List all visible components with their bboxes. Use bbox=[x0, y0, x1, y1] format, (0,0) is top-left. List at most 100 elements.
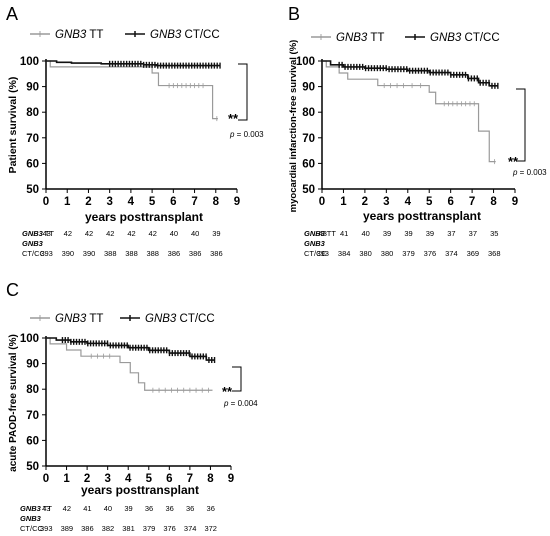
risk-tt-label: GNB3 TT bbox=[20, 504, 52, 513]
risk-ctcc-value: 369 bbox=[467, 249, 480, 258]
x-tick-label: 0 bbox=[319, 196, 325, 208]
risk-tt-value: 36 bbox=[145, 504, 153, 513]
series-ctcc-line bbox=[46, 60, 221, 67]
risk-tt-value: 36 bbox=[186, 504, 194, 513]
x-tick-label: 8 bbox=[213, 196, 220, 208]
risk-ctcc-value: 390 bbox=[62, 249, 75, 258]
risk-ctcc-label: CT/CC bbox=[22, 249, 45, 258]
legend-ctcc-text: GNB3 CT/CC bbox=[145, 313, 215, 325]
y-tick-label: 90 bbox=[26, 82, 39, 94]
x-tick-label: 1 bbox=[340, 196, 347, 208]
x-tick-label: 8 bbox=[207, 473, 214, 485]
risk-ctcc-value: 382 bbox=[102, 524, 115, 533]
panel-a-ylabel: Patient survival (%) bbox=[7, 77, 19, 174]
risk-ctcc-value: 388 bbox=[104, 249, 117, 258]
x-tick-label: 5 bbox=[146, 473, 153, 485]
significance-bracket bbox=[516, 88, 526, 162]
risk-tt-value: 42 bbox=[106, 229, 114, 238]
risk-ctcc-value: 376 bbox=[163, 524, 176, 533]
risk-tt-value: 40 bbox=[191, 229, 199, 238]
panel-c: C GNB3 TT GNB3 CT/CC acute PAOD-free sur… bbox=[6, 280, 258, 533]
panel-a-legend: GNB3 TT GNB3 CT/CC bbox=[30, 29, 220, 41]
legend-ctcc-text: GNB3 CT/CC bbox=[430, 32, 500, 44]
risk-tt-value: 39 bbox=[404, 229, 412, 238]
panel-b-ylabel: myocardial infarction-free survival (%) bbox=[288, 40, 299, 213]
risk-tt-value: 35 bbox=[490, 229, 498, 238]
y-tick-label: 100 bbox=[296, 56, 315, 68]
risk-ctcc-gene: GNB3 bbox=[304, 239, 326, 248]
risk-ctcc-value: 390 bbox=[83, 249, 96, 258]
legend-ctcc-text: GNB3 CT/CC bbox=[150, 29, 220, 41]
panel-a-p-value: p = 0.003 bbox=[229, 130, 264, 139]
series-tt-line bbox=[46, 60, 218, 120]
risk-tt-value: 39 bbox=[212, 229, 220, 238]
panel-c-label: C bbox=[6, 280, 19, 300]
x-tick-label: 1 bbox=[63, 473, 70, 485]
risk-tt-value: 43 bbox=[319, 229, 327, 238]
risk-ctcc-value: 372 bbox=[204, 524, 217, 533]
risk-ctcc-value: 379 bbox=[143, 524, 156, 533]
risk-tt-label: GNB3 TT bbox=[304, 229, 336, 238]
x-tick-label: 0 bbox=[43, 196, 49, 208]
risk-tt-value: 37 bbox=[447, 229, 455, 238]
risk-ctcc-value: 374 bbox=[445, 249, 458, 258]
panel-a-label: A bbox=[6, 4, 18, 24]
risk-tt-value: 41 bbox=[83, 504, 91, 513]
risk-ctcc-value: 389 bbox=[61, 524, 74, 533]
y-tick-label: 70 bbox=[26, 410, 39, 422]
risk-tt-value: 40 bbox=[170, 229, 178, 238]
x-tick-label: 3 bbox=[383, 196, 389, 208]
x-tick-label: 0 bbox=[43, 473, 49, 485]
risk-ctcc-label: CT/CC bbox=[304, 249, 327, 258]
significance-bracket bbox=[232, 366, 242, 392]
y-tick-label: 80 bbox=[26, 107, 39, 119]
x-tick-label: 3 bbox=[104, 473, 110, 485]
panel-b-legend: GNB3 TT GNB3 CT/CC bbox=[311, 32, 500, 44]
x-tick-label: 4 bbox=[128, 196, 135, 208]
risk-ctcc-value: 368 bbox=[488, 249, 501, 258]
legend-tt-text: GNB3 TT bbox=[55, 29, 103, 41]
series-tt-line bbox=[46, 337, 213, 391]
x-tick-label: 2 bbox=[84, 473, 90, 485]
risk-tt-value: 36 bbox=[165, 504, 173, 513]
y-tick-label: 60 bbox=[26, 158, 39, 170]
x-tick-label: 5 bbox=[149, 196, 156, 208]
y-tick-label: 80 bbox=[26, 384, 39, 396]
panel-a: A GNB3 TT GNB3 CT/CC Patient survival (%… bbox=[6, 4, 264, 258]
risk-tt-value: 39 bbox=[383, 229, 391, 238]
panel-b-p-value: p = 0.003 bbox=[512, 168, 547, 177]
risk-ctcc-value: 388 bbox=[125, 249, 138, 258]
legend-tt-text: GNB3 TT bbox=[336, 32, 384, 44]
risk-tt-value: 43 bbox=[42, 229, 50, 238]
x-tick-label: 7 bbox=[187, 473, 193, 485]
x-tick-label: 6 bbox=[166, 473, 172, 485]
y-tick-label: 60 bbox=[26, 435, 39, 447]
y-tick-label: 50 bbox=[26, 461, 39, 473]
risk-ctcc-value: 386 bbox=[168, 249, 181, 258]
risk-tt-value: 42 bbox=[85, 229, 93, 238]
x-tick-label: 8 bbox=[490, 196, 497, 208]
legend-tt-text: GNB3 TT bbox=[55, 313, 103, 325]
panel-c-xlabel: years posttransplant bbox=[81, 483, 199, 497]
risk-ctcc-gene: GNB3 bbox=[20, 514, 42, 523]
risk-ctcc-value: 374 bbox=[184, 524, 197, 533]
x-tick-label: 9 bbox=[228, 473, 234, 485]
risk-ctcc-value: 386 bbox=[210, 249, 223, 258]
panel-a-significance-stars: ** bbox=[228, 111, 239, 126]
x-tick-label: 3 bbox=[106, 196, 112, 208]
risk-tt-value: 43 bbox=[42, 504, 50, 513]
risk-tt-value: 41 bbox=[340, 229, 348, 238]
y-tick-label: 90 bbox=[26, 359, 39, 371]
panel-c-legend: GNB3 TT GNB3 CT/CC bbox=[30, 313, 215, 325]
risk-ctcc-value: 379 bbox=[402, 249, 415, 258]
risk-ctcc-value: 386 bbox=[189, 249, 202, 258]
y-tick-label: 90 bbox=[302, 82, 315, 94]
x-tick-label: 6 bbox=[447, 196, 453, 208]
risk-tt-value: 40 bbox=[104, 504, 112, 513]
risk-ctcc-label: CT/CC bbox=[20, 524, 43, 533]
x-tick-label: 4 bbox=[125, 473, 132, 485]
risk-ctcc-value: 380 bbox=[359, 249, 372, 258]
x-tick-label: 7 bbox=[191, 196, 197, 208]
x-tick-label: 4 bbox=[405, 196, 412, 208]
risk-tt-value: 37 bbox=[469, 229, 477, 238]
